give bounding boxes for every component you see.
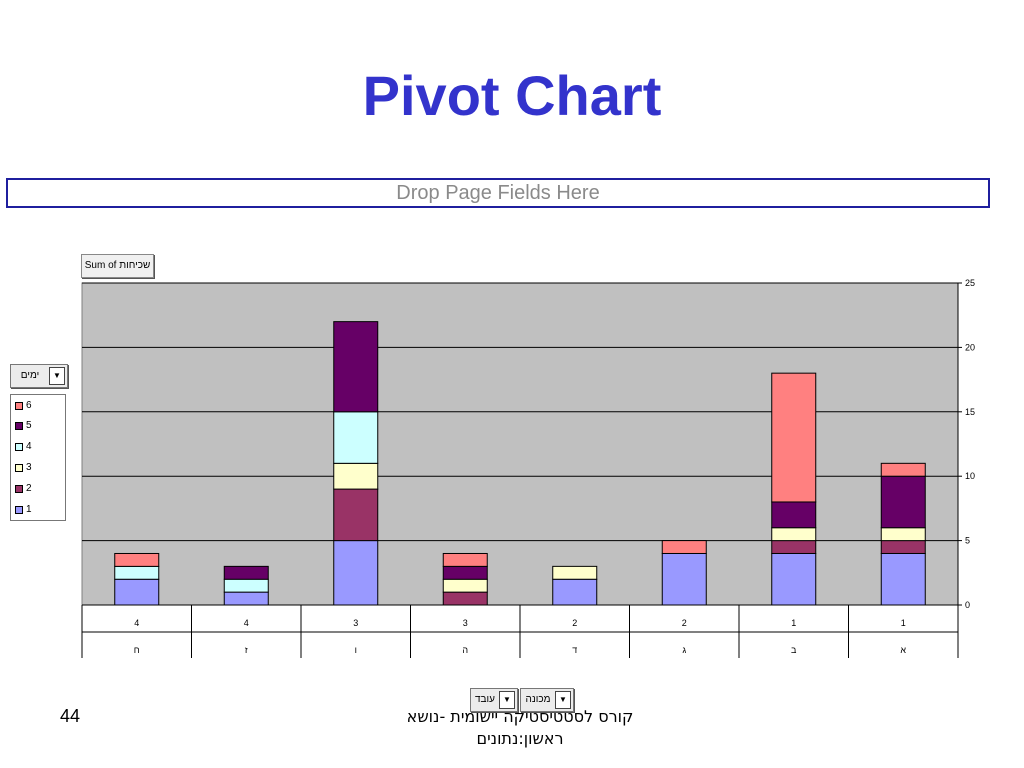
- bar-segment: [880, 462, 926, 477]
- bar-segment: [223, 591, 269, 606]
- bar-segment: [880, 552, 926, 606]
- axis-field-button-worker[interactable]: עובד ▼: [470, 688, 518, 712]
- x-subcategory-label: ו: [355, 645, 357, 655]
- legend-swatch: [15, 485, 23, 493]
- x-category-label: 4: [244, 618, 249, 628]
- bar-segment: [333, 411, 379, 464]
- bar-segment: [661, 540, 707, 554]
- bar-segment: [552, 578, 598, 606]
- x-category-label: 3: [463, 618, 468, 628]
- bar-segment: [114, 578, 160, 606]
- bar-segment: [880, 475, 926, 529]
- x-category-label: 3: [353, 618, 358, 628]
- slide-number: 44: [60, 706, 81, 726]
- legend-item: 2: [15, 482, 32, 496]
- x-subcategory-label: א: [900, 645, 906, 655]
- legend-label: 2: [26, 483, 32, 494]
- legend-item: 5: [15, 419, 32, 433]
- legend-field-label: ימים: [20, 370, 40, 381]
- x-category-label: 4: [134, 618, 139, 628]
- plot-area: [81, 282, 959, 606]
- dropdown-arrow-icon[interactable]: ▼: [555, 691, 571, 709]
- bar-segment: [333, 540, 379, 606]
- legend-label: 6: [26, 400, 32, 411]
- y-tick-label: 0: [965, 600, 970, 610]
- drop-page-fields-area[interactable]: Drop Page Fields Here: [6, 178, 990, 208]
- y-tick-label: 25: [965, 278, 975, 288]
- x-subcategory-label: ח: [134, 645, 140, 655]
- x-subcategory-label: ד: [572, 645, 577, 655]
- axis-field-buttons: עובד ▼ מכונה ▼: [470, 688, 574, 712]
- bar-segment: [114, 565, 160, 580]
- legend-item: 4: [15, 440, 32, 454]
- x-category-label: 2: [682, 618, 687, 628]
- footer-line-1: קורס לסטטיסטיקה יישומית -נושא: [406, 707, 634, 726]
- bar-segment: [442, 578, 488, 593]
- y-tick-label: 20: [965, 342, 975, 352]
- x-category-label: 1: [901, 618, 906, 628]
- dropdown-arrow-icon[interactable]: ▼: [49, 367, 65, 385]
- dropdown-arrow-icon[interactable]: ▼: [499, 691, 515, 709]
- bar-segment: [442, 565, 488, 580]
- y-tick-label: 5: [965, 536, 970, 546]
- bar-segment: [661, 552, 707, 606]
- legend-label: 1: [26, 504, 32, 515]
- legend-swatch: [15, 464, 23, 472]
- legend-swatch: [15, 402, 23, 410]
- bar-segment: [771, 501, 817, 529]
- slide-title: Pivot Chart: [362, 64, 662, 127]
- bar-segment: [223, 565, 269, 580]
- chart-legend: 6 5 4 3 2 1: [10, 394, 66, 521]
- bar-segment: [552, 565, 598, 580]
- data-field-button[interactable]: Sum of שכיחות: [81, 254, 154, 278]
- x-category-label: 1: [791, 618, 796, 628]
- x-subcategory-label: ה: [462, 645, 468, 655]
- bar-segment: [223, 578, 269, 593]
- x-subcategory-label: ב: [791, 645, 797, 655]
- bar-segment: [771, 552, 817, 606]
- bar-segment: [333, 488, 379, 542]
- bar-segment: [880, 527, 926, 542]
- bar-segment: [114, 552, 160, 567]
- x-subcategory-label: ז: [245, 645, 248, 655]
- slide-footer: קורס לסטטיסטיקה יישומית -נושא ראשון:נתונ…: [330, 706, 710, 750]
- legend-swatch: [15, 443, 23, 451]
- bar-segment: [333, 462, 379, 490]
- footer-line-2: ראשון:נתונים: [476, 729, 564, 748]
- legend-item: 3: [15, 461, 32, 475]
- legend-label: 3: [26, 462, 32, 473]
- x-category-label: 2: [572, 618, 577, 628]
- legend-item: 6: [15, 399, 32, 413]
- y-tick-label: 10: [965, 471, 975, 481]
- bar-segment: [771, 372, 817, 503]
- legend-swatch: [15, 422, 23, 430]
- legend-item: 1: [15, 503, 32, 517]
- legend-field-button[interactable]: ימים ▼: [10, 364, 68, 388]
- legend-swatch: [15, 506, 23, 514]
- bar-segment: [333, 321, 379, 413]
- axis-field-label: עובד: [475, 694, 495, 705]
- axis-field-label: מכונה: [525, 694, 551, 705]
- x-subcategory-label: ג: [682, 645, 686, 655]
- y-tick-label: 15: [965, 407, 975, 417]
- legend-label: 4: [26, 441, 32, 452]
- bar-segment: [771, 527, 817, 542]
- bar-segment: [442, 591, 488, 606]
- axis-field-button-machine[interactable]: מכונה ▼: [520, 688, 574, 712]
- bar-segment: [771, 540, 817, 554]
- bar-segment: [880, 540, 926, 554]
- legend-label: 5: [26, 420, 32, 431]
- bar-segment: [442, 552, 488, 567]
